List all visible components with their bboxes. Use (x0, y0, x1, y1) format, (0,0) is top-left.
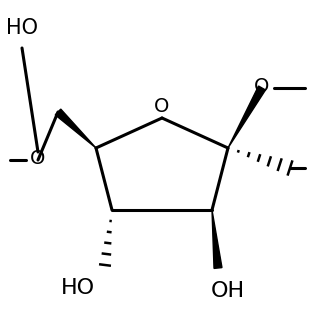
Text: O: O (30, 148, 46, 167)
Text: O: O (254, 76, 270, 95)
Polygon shape (228, 86, 266, 148)
Text: HO: HO (6, 18, 38, 38)
Polygon shape (212, 210, 222, 268)
Polygon shape (55, 109, 96, 148)
Text: O: O (154, 97, 170, 116)
Text: OH: OH (211, 281, 245, 301)
Text: HO: HO (61, 278, 95, 298)
